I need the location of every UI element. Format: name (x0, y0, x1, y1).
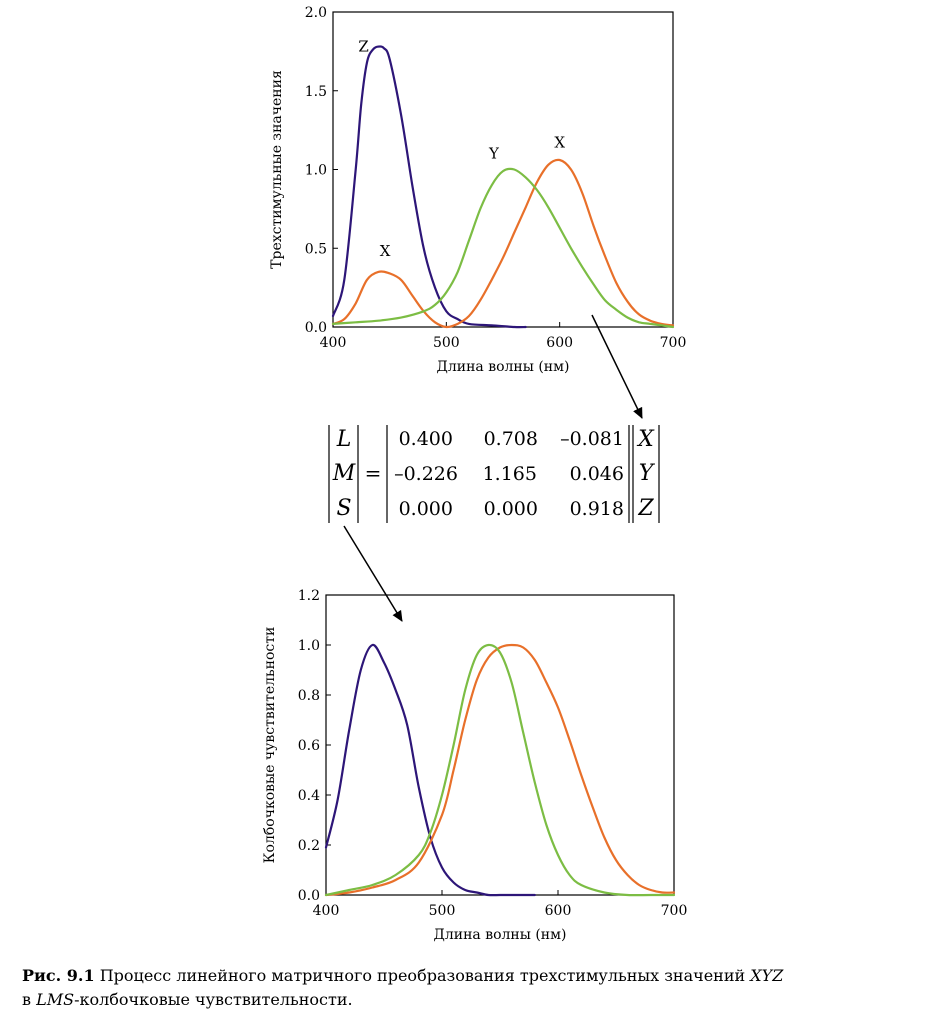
top-series-green-line (331, 167, 675, 329)
top-ylabel: Трехстимульные значения (269, 70, 285, 269)
caption-text-2: в (22, 990, 32, 1009)
matrix-cell-r1c1: 0.400 (399, 428, 453, 450)
caption-label: Рис. 9.1 (22, 966, 95, 985)
top-xlabel: Длина волны (нм) (436, 359, 569, 375)
bottom-xtick-label: 700 (661, 903, 688, 919)
top-curve-label: X (380, 242, 391, 260)
bottom-xtick-label: 500 (429, 903, 456, 919)
matrix-cell-r2c2: 1.165 (483, 463, 537, 485)
bottom-series-orange-line (324, 643, 676, 897)
bottom-series-purple-line (324, 643, 536, 897)
top-series-purple-line (331, 45, 527, 329)
bottom-ytick-label: 1.2 (298, 588, 320, 604)
bottom-ytick-label: 0.2 (298, 838, 320, 854)
top-plot-frame (332, 11, 674, 328)
matrix-cell-r2c3: 0.046 (570, 463, 624, 485)
arrow-xyz-to-matrix (591, 314, 643, 419)
matrix-cell-r3c1: 0.000 (399, 498, 453, 520)
matrix-cell-r1c2: 0.708 (484, 428, 538, 450)
bottom-ytick-label: 0.0 (298, 888, 320, 904)
top-curve-label: Y (488, 144, 500, 162)
bottom-ytick-label: 0.8 (298, 688, 320, 704)
matrix-cell-r1c3: –0.081 (560, 428, 624, 450)
top-xtick-label: 500 (433, 335, 460, 351)
lms-m: M (332, 461, 356, 486)
top-series-orange-line (331, 158, 675, 329)
xyz-y: Y (639, 461, 656, 486)
top-xtick-label: 400 (320, 335, 347, 351)
bottom-ylabel: Колбочковые чувствительности (262, 627, 278, 864)
top-ytick-label: 0.0 (305, 320, 327, 336)
lms-s: S (336, 496, 351, 521)
caption-lms: LMS (36, 990, 75, 1009)
figure-caption: Рис. 9.1 Процесс линейного матричного пр… (22, 964, 928, 1012)
bottom-series-green-line (324, 643, 676, 897)
top-curve-label: X (554, 133, 565, 151)
chart-tristimulus: 0.0 0.5 1.0 1.5 2.0 400 500 600 700 Длина волны (… (269, 5, 686, 375)
bottom-xtick-label: 400 (313, 903, 340, 919)
top-xtick-label: 600 (546, 335, 573, 351)
top-ytick-label: 2.0 (305, 5, 327, 21)
caption-text-1: Процесс линейного матричного преобразова… (99, 966, 746, 985)
bottom-ytick-label: 0.4 (298, 788, 320, 804)
lms-l: L (336, 427, 352, 452)
top-ytick-label: 1.0 (305, 163, 327, 179)
matrix-cell-r3c2: 0.000 (484, 498, 538, 520)
top-curve-label: Z (358, 37, 368, 55)
equals-sign: = (365, 461, 382, 485)
caption-text-3: -колбочковые чувствительности. (74, 990, 353, 1009)
bottom-ytick-label: 0.6 (298, 738, 320, 754)
top-ytick-label: 0.5 (305, 241, 327, 257)
bottom-xlabel: Длина волны (нм) (433, 927, 566, 943)
caption-xyz: XYZ (750, 966, 784, 985)
matrix-cell-r3c3: 0.918 (570, 498, 624, 520)
matrix-cell-r2c1: –0.226 (394, 463, 458, 485)
xyz-x: X (636, 427, 655, 452)
matrix-equation: L M S = 0.400 0.708 –0.081 –0.226 1.165 … (328, 425, 660, 523)
top-ytick-label: 1.5 (305, 84, 327, 100)
bottom-xtick-label: 600 (545, 903, 572, 919)
arrow-matrix-to-lms (343, 525, 403, 622)
bottom-plot-frame (325, 594, 675, 896)
top-xtick-label: 700 (660, 335, 687, 351)
xyz-z: Z (637, 496, 654, 521)
chart-cone-sensitivities: 0.0 0.2 0.4 0.6 0.8 1.0 1.2 400 500 600 700 Длина в… (262, 588, 687, 943)
bottom-ytick-label: 1.0 (298, 638, 320, 654)
